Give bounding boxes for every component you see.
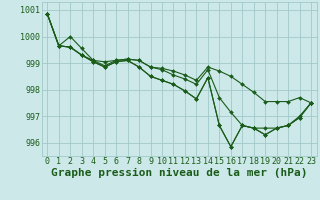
X-axis label: Graphe pression niveau de la mer (hPa): Graphe pression niveau de la mer (hPa): [51, 168, 308, 178]
